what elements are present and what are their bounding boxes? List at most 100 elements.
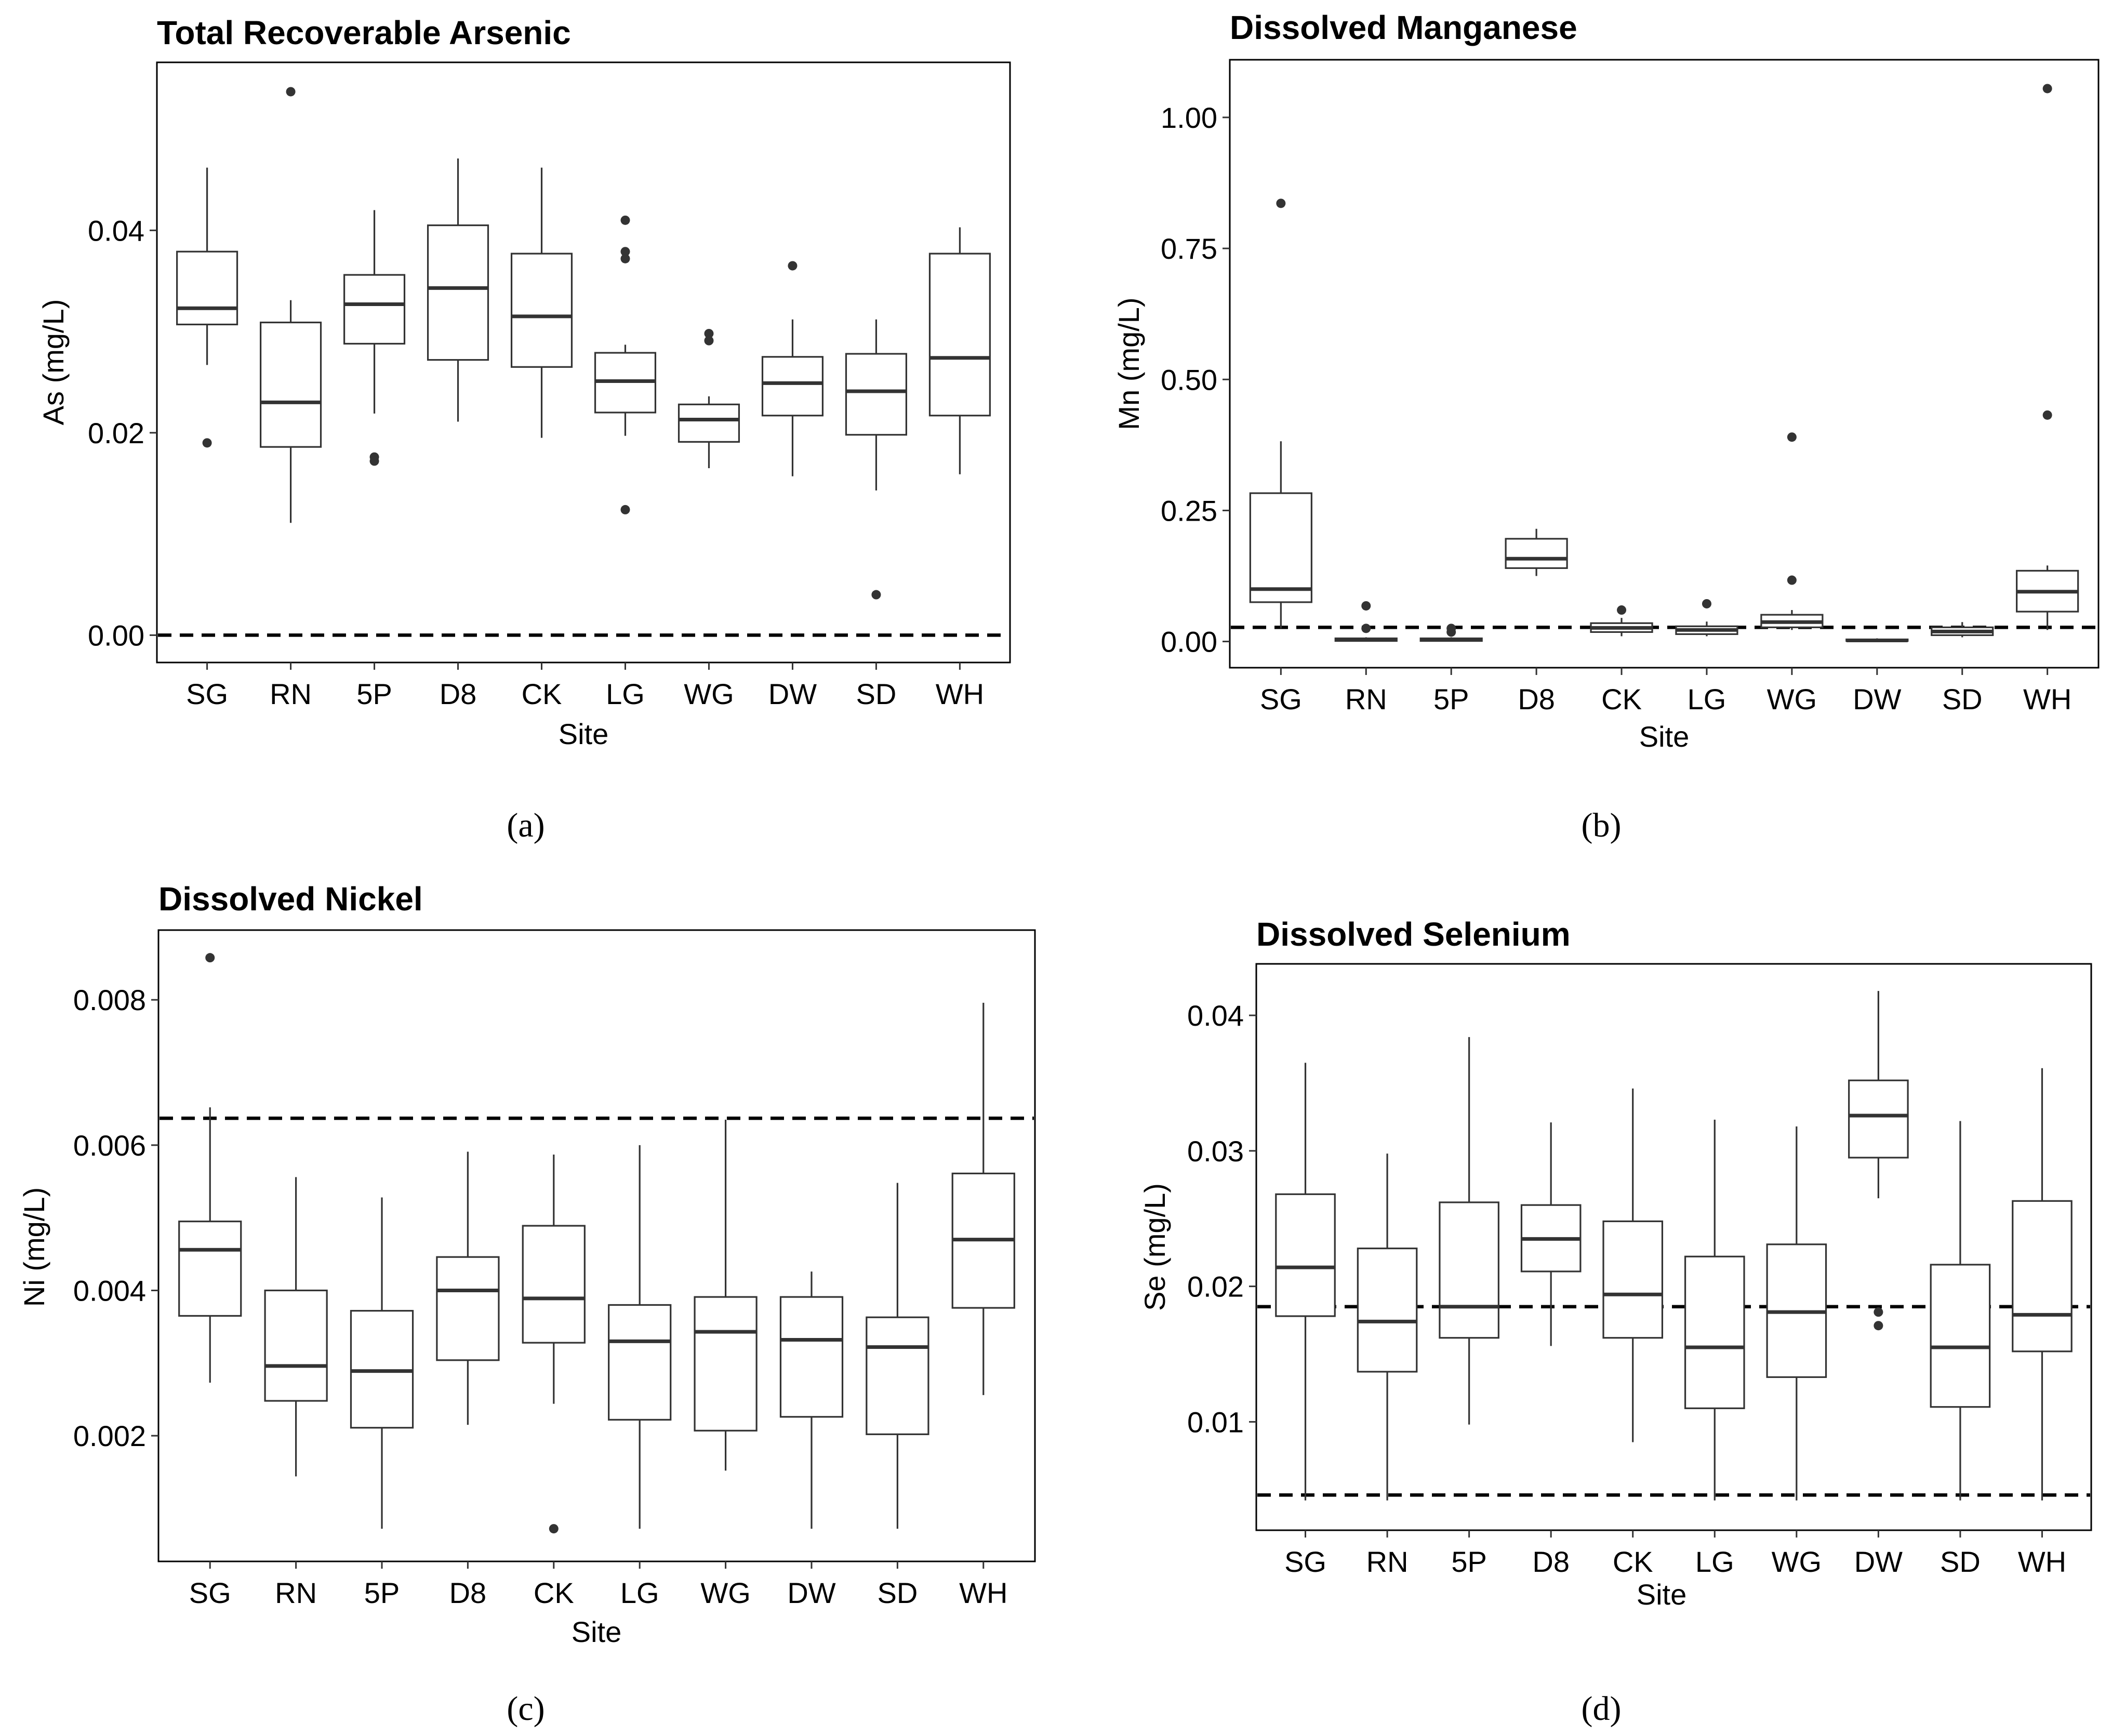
panel-d-box-sg <box>1275 1063 1336 1501</box>
panel-b-x-axis-label: Site <box>1639 720 1690 753</box>
panel-a-box-sg <box>176 167 238 448</box>
panel-a-box-rn <box>260 87 322 523</box>
panel-c-x-tick-label: 5P <box>364 1576 400 1609</box>
panel-a: Total Recoverable Arsenic 0.00 0.02 0.04 SG… <box>37 14 1011 844</box>
panel-c-x-tick-label: D8 <box>449 1576 487 1609</box>
panel-c-x-tick-label: SD <box>877 1576 918 1609</box>
outlier-point <box>369 456 379 466</box>
panel-a-x-tick-label: CK <box>522 678 562 710</box>
iqr-box <box>1249 492 1312 603</box>
panel-d-box-wh <box>2012 1068 2073 1501</box>
outlier-point <box>620 254 630 263</box>
iqr-box <box>694 1296 758 1432</box>
outlier-point <box>1276 198 1286 208</box>
panel-a-plot-area: 0.00 0.02 0.04 SG RN 5P D8 CK LG WG DW SD WH <box>88 87 1009 710</box>
iqr-box <box>427 224 489 361</box>
panel-d-x-tick-label: WH <box>2018 1545 2066 1578</box>
panel-d-box-lg <box>1684 1119 1745 1501</box>
panel-b-y-tick-label: 0.00 <box>1161 626 1217 658</box>
panel-a-y-tick-label: 0.02 <box>88 417 144 449</box>
iqr-box <box>176 250 238 326</box>
panel-a-box-lg <box>594 215 657 514</box>
panel-c-x-tick-label: DW <box>787 1576 835 1609</box>
iqr-box <box>343 274 406 345</box>
iqr-box <box>510 253 573 368</box>
outlier-point <box>704 328 714 338</box>
panel-a-y-tick-label: 0.04 <box>88 214 144 247</box>
panel-b-box-wg <box>1760 432 1824 630</box>
panel-b-y-tick-label: 0.75 <box>1161 232 1217 265</box>
panel-a-x-tick-label: RN <box>270 678 312 710</box>
panel-c-y-axis-label: Ni (mg/L) <box>18 1187 50 1307</box>
outlier-point <box>1446 627 1456 637</box>
panel-c-box-lg <box>608 1145 672 1529</box>
panel-d-x-tick-label: WG <box>1772 1545 1822 1578</box>
panel-c-box-d8 <box>436 1151 500 1425</box>
iqr-box <box>260 321 322 448</box>
panel-a-box-sd <box>845 319 907 600</box>
panel-c-x-tick-label: RN <box>275 1576 317 1609</box>
panel-d-y-tick-label: 0.04 <box>1187 999 1244 1032</box>
panel-a-box-5p <box>343 210 406 466</box>
panel-d-x-tick-label: D8 <box>1532 1545 1570 1578</box>
panel-a-x-tick-label: LG <box>606 678 645 710</box>
outlier-point <box>1787 575 1797 585</box>
iqr-box <box>1505 538 1568 569</box>
panel-b: Dissolved Manganese 0.00 0.25 0.50 0.75 1.00… <box>1112 9 2100 844</box>
panel-c-y-tick-label: 0.002 <box>73 1420 146 1452</box>
panel-b-box-wh <box>2016 84 2079 630</box>
iqr-box <box>928 253 991 417</box>
panel-b-x-tick-label: CK <box>1601 683 1642 715</box>
panel-b-box-sd <box>1931 622 1994 638</box>
panel-c-box-5p <box>350 1197 414 1529</box>
iqr-box <box>1602 1220 1664 1339</box>
panel-d-y-tick-label: 0.01 <box>1187 1406 1244 1438</box>
panel-a-x-tick-label: WH <box>936 678 984 710</box>
outlier-point <box>620 505 630 514</box>
outlier-point <box>1617 605 1627 615</box>
panel-c-y-tick-label: 0.008 <box>73 984 146 1016</box>
panel-d-y-tick-label: 0.02 <box>1187 1270 1244 1303</box>
panel-c-plot-area: 0.002 0.004 0.006 0.008 SG RN 5P D8 CK LG WG DW SD WH <box>73 953 1034 1609</box>
panel-b-x-tick-label: RN <box>1345 683 1387 715</box>
panel-c-box-wh <box>951 1002 1015 1395</box>
panel-b-y-axis-label: Mn (mg/L) <box>1112 297 1145 430</box>
panel-a-caption: (a) <box>507 806 544 844</box>
panel-d-y-axis-label: Se (mg/L) <box>1138 1183 1171 1311</box>
panel-d-box-sd <box>1930 1121 1991 1501</box>
outlier-point <box>1787 432 1797 442</box>
panel-b-box-d8 <box>1505 528 1568 576</box>
iqr-box <box>779 1296 844 1418</box>
panel-d-x-tick-label: DW <box>1854 1545 1903 1578</box>
panel-a-box-wh <box>928 227 991 474</box>
outlier-point <box>1874 1307 1883 1317</box>
outlier-point <box>788 261 798 271</box>
outlier-point <box>1874 1321 1883 1331</box>
panel-a-x-tick-label: D8 <box>440 678 477 710</box>
panel-c-plot-frame <box>157 929 1036 1562</box>
panel-d-title: Dissolved Selenium <box>1256 916 1571 953</box>
panel-c-box-sd <box>866 1183 929 1529</box>
iqr-box <box>264 1289 328 1402</box>
outlier-point <box>1361 624 1371 633</box>
panel-c-box-ck <box>522 1155 586 1534</box>
panel-d-box-d8 <box>1520 1122 1582 1346</box>
panel-c-x-tick-label: WG <box>700 1576 750 1609</box>
panel-a-y-tick-label: 0.00 <box>88 619 144 652</box>
outlier-point <box>549 1524 559 1534</box>
panel-a-x-tick-label: WG <box>684 678 734 710</box>
outlier-point <box>1702 599 1711 608</box>
outlier-point <box>620 247 630 257</box>
panel-d-x-tick-label: 5P <box>1451 1545 1487 1578</box>
iqr-box <box>522 1225 586 1344</box>
panel-d-x-tick-label: CK <box>1613 1545 1653 1578</box>
panel-b-box-ck <box>1590 605 1653 637</box>
panel-c-x-tick-label: LG <box>620 1576 659 1609</box>
panel-b-y-tick-label: 0.50 <box>1161 363 1217 396</box>
panel-b-x-tick-label: 5P <box>1433 683 1469 715</box>
panel-a-x-tick-label: SD <box>856 678 897 710</box>
iqr-box <box>608 1304 672 1421</box>
outlier-point <box>704 336 714 346</box>
panel-d-y-tick-label: 0.03 <box>1187 1135 1244 1168</box>
